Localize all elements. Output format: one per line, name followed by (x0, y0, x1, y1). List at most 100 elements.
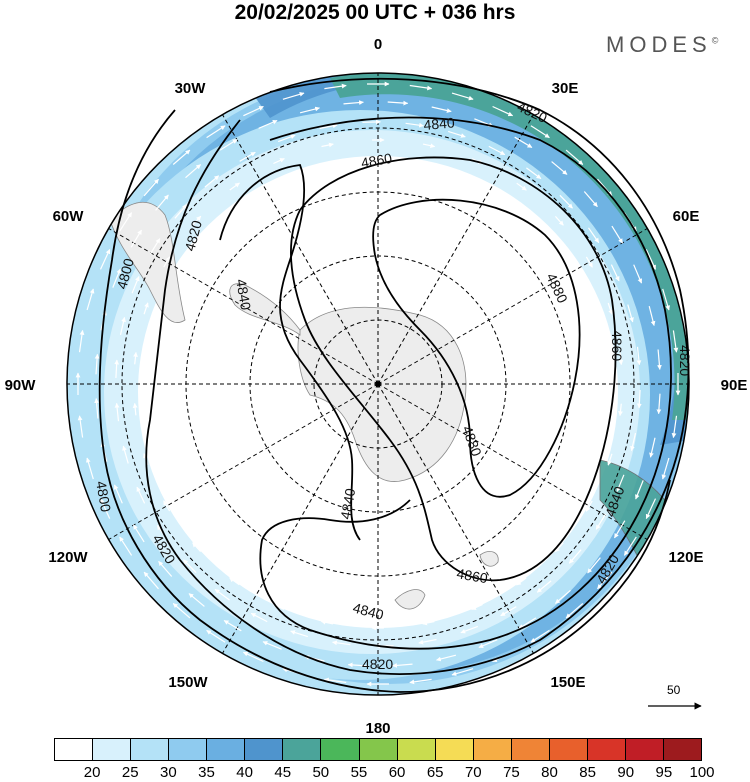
colorbar-tick-label: 50 (312, 764, 330, 781)
wind-arrow (607, 453, 613, 466)
wind-arrow (262, 641, 282, 650)
wind-arrow (214, 588, 230, 601)
colorbar-tick-label: 90 (617, 764, 635, 781)
lon-label-150w: 150W (168, 674, 208, 691)
colorbar-tick-label: 60 (388, 764, 406, 781)
wind-arrow (585, 500, 593, 512)
contour-4820-outer (145, 77, 690, 675)
contour-4800 (98, 109, 671, 693)
wind-arrow (418, 638, 437, 645)
wind-arrow (299, 106, 320, 114)
colorbar-tick-label: 75 (503, 764, 520, 781)
colorbar-segment (549, 739, 588, 760)
meridian-line (377, 114, 534, 385)
wind-arrow (185, 164, 201, 179)
wind-arrow (158, 561, 173, 577)
lon-label-90w: 90W (5, 377, 37, 394)
lon-label-60e: 60E (673, 208, 700, 225)
wind-arrow (516, 182, 527, 191)
wind-arrow (320, 619, 334, 625)
wind-arrow (229, 182, 240, 191)
colorbar-tick-label: 85 (579, 764, 596, 781)
wind-arrow (471, 603, 483, 610)
wind-arrow (243, 105, 264, 117)
wind-arrow (113, 484, 123, 504)
colorbar-labels: 20 25 30 35 40 45 50 55 60 65 70 75 80 85 90 95 100 (0, 764, 750, 782)
wind-arrow (514, 136, 533, 149)
brand-mark: © (711, 35, 719, 46)
colorbar-segment (245, 739, 284, 760)
wind-arrow (613, 520, 626, 539)
wind-arrow (431, 106, 452, 113)
wind-arrow (223, 619, 242, 632)
wind-arrow (86, 288, 95, 311)
colorbar-tick-label: 20 (83, 764, 101, 781)
wind-arrow (112, 268, 121, 288)
contour-label: 4860 (360, 150, 394, 171)
wind-arrow (551, 161, 568, 175)
wind-arrow (672, 330, 679, 353)
wind-arrow (516, 577, 527, 586)
wind-arrow (635, 480, 644, 500)
wind-arrow (645, 498, 657, 520)
graticule (67, 73, 689, 695)
colorbar-tick-label: 30 (160, 764, 177, 781)
wind-arrow (405, 122, 424, 128)
south-pole-marker (375, 381, 381, 387)
wind-arrow (204, 175, 220, 188)
wind-arrow (630, 432, 637, 452)
wind-arrow (422, 143, 436, 149)
modes-logo: MODES© (606, 32, 718, 58)
wind-arrow (616, 474, 625, 492)
wind-arrow (136, 486, 146, 504)
wind-arrow (114, 359, 120, 379)
wind-arrow (648, 305, 656, 326)
wind-arrow (526, 167, 542, 180)
wind-arrow (163, 500, 171, 512)
wind-arrow (518, 617, 537, 630)
contour-label: 4800 (93, 480, 114, 514)
colorbar-tick-label: 65 (426, 764, 444, 781)
colorbar-segment (93, 739, 132, 760)
wind-arrow (492, 105, 514, 117)
wind-arrow (671, 415, 678, 439)
wind-arrow (409, 678, 432, 685)
colorbar-tick-label: 80 (541, 764, 558, 781)
wind-arrow (172, 149, 191, 165)
wind-arrow (273, 158, 285, 165)
lon-label-60w: 60W (53, 208, 85, 225)
colorbar-segment (435, 739, 474, 760)
contour-4840-outer (259, 116, 672, 650)
contour-label: 4820 (181, 218, 205, 252)
wind-arrow (133, 351, 138, 365)
colorbar-segment (511, 739, 550, 760)
contour-label: 4840 (233, 278, 254, 312)
wind-arrow (219, 138, 238, 151)
brand-text: MODES (606, 32, 712, 57)
contour-4840-inner (219, 164, 361, 541)
wind-arrow (174, 204, 188, 219)
wind-arrow (99, 248, 111, 270)
wind-arrow (645, 249, 657, 270)
wind-arrow (192, 542, 202, 553)
wind-arrow (554, 542, 564, 553)
colorbar-segment (359, 739, 398, 760)
contour-label: 4840 (423, 114, 456, 133)
wind-arrow (206, 629, 226, 643)
wind-arrow (568, 549, 582, 564)
wind-arrow (392, 663, 413, 668)
wind-arrow (149, 238, 161, 255)
meridian-line (377, 383, 648, 540)
wind-arrow (451, 92, 474, 101)
colorbar-segment (473, 739, 512, 760)
colorbar-tick-label: 95 (655, 764, 673, 781)
wind-arrow (319, 123, 338, 130)
wind-arrow (143, 302, 149, 315)
wind-arrow (206, 125, 226, 139)
colorbar-tick-label: 70 (464, 764, 482, 781)
wind-arrow (130, 229, 143, 248)
wind-arrow (324, 83, 347, 90)
wind-arrow (78, 329, 85, 353)
wind-arrow (422, 620, 435, 626)
wind-arrow (661, 457, 670, 480)
